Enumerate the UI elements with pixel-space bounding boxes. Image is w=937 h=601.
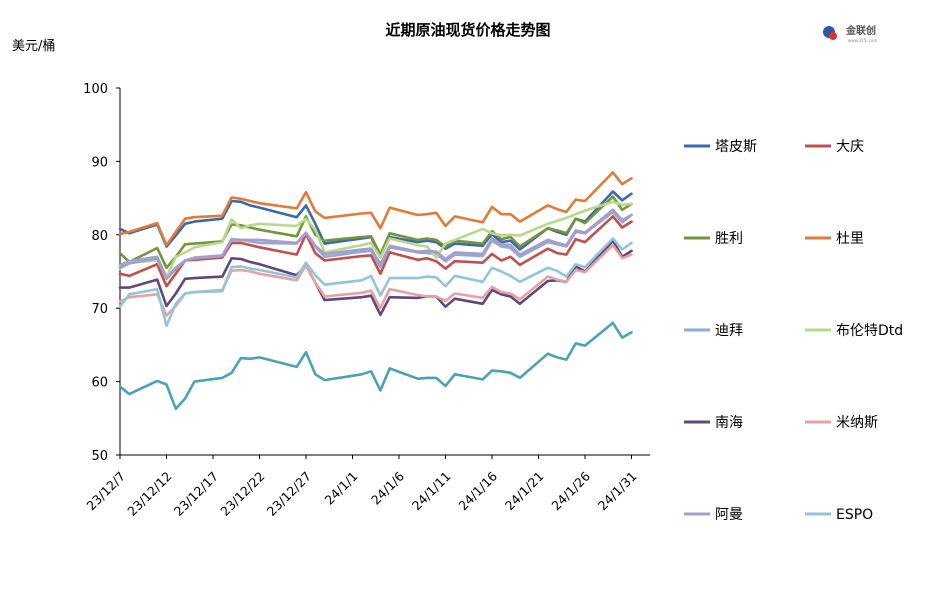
y-tick-label: 100 <box>83 82 108 97</box>
x-tick-label: 24/1/11 <box>409 469 454 514</box>
legend-label: 南海 <box>715 415 743 431</box>
legend-label: 胜利 <box>715 231 743 247</box>
legend-label: 塔皮斯 <box>715 139 757 155</box>
series-line-大庆 <box>118 215 633 288</box>
y-axis-ticks: 50 60 70 80 90 100 <box>83 82 120 464</box>
series-line-ESPO <box>118 237 633 328</box>
legend-label: 杜里 <box>836 231 864 247</box>
series-line-杜里 <box>118 171 633 247</box>
series-line-布伦特Dtd <box>118 200 633 279</box>
x-tick-label: 23/12/27 <box>264 469 314 519</box>
y-tick-label: 50 <box>91 449 108 464</box>
logo: 金联创 www.315i.com <box>823 24 877 43</box>
x-tick-label: 23/12/7 <box>83 469 128 514</box>
y-tick-label: 80 <box>91 229 108 244</box>
x-tick-label: 23/12/12 <box>124 469 174 519</box>
x-tick-label: 24/1/16 <box>455 468 500 513</box>
x-tick-label: 23/12/22 <box>217 469 267 519</box>
legend-label: 布伦特Dtd <box>836 323 903 339</box>
series-line-阿曼 <box>118 208 633 281</box>
logo-subtext: www.315i.com <box>848 38 877 43</box>
x-tick-label: 24/1/31 <box>595 469 640 514</box>
logo-mark-accent-icon <box>829 32 837 40</box>
series-line-unlabeled <box>118 321 633 411</box>
x-tick-label: 24/1/21 <box>502 469 547 514</box>
y-tick-label: 70 <box>91 302 108 317</box>
legend-label: ESPO <box>836 507 873 523</box>
legend-label: 米纳斯 <box>836 415 878 431</box>
x-tick-label: 24/1/1 <box>322 469 361 508</box>
y-axis-unit: 美元/桶 <box>12 39 55 54</box>
x-tick-label: 24/1/6 <box>368 468 407 507</box>
legend-label: 阿曼 <box>715 507 743 523</box>
legend-label: 大庆 <box>836 139 864 155</box>
y-tick-label: 90 <box>91 155 108 170</box>
series-lines <box>118 171 633 411</box>
x-tick-label: 24/1/26 <box>548 468 593 513</box>
legend-label: 迪拜 <box>715 323 743 339</box>
series-line-胜利 <box>118 195 633 270</box>
x-tick-label: 23/12/17 <box>171 469 221 519</box>
logo-text: 金联创 <box>845 24 876 37</box>
y-tick-label: 60 <box>91 376 108 391</box>
chart-title: 近期原油现货价格走势图 <box>385 21 550 39</box>
